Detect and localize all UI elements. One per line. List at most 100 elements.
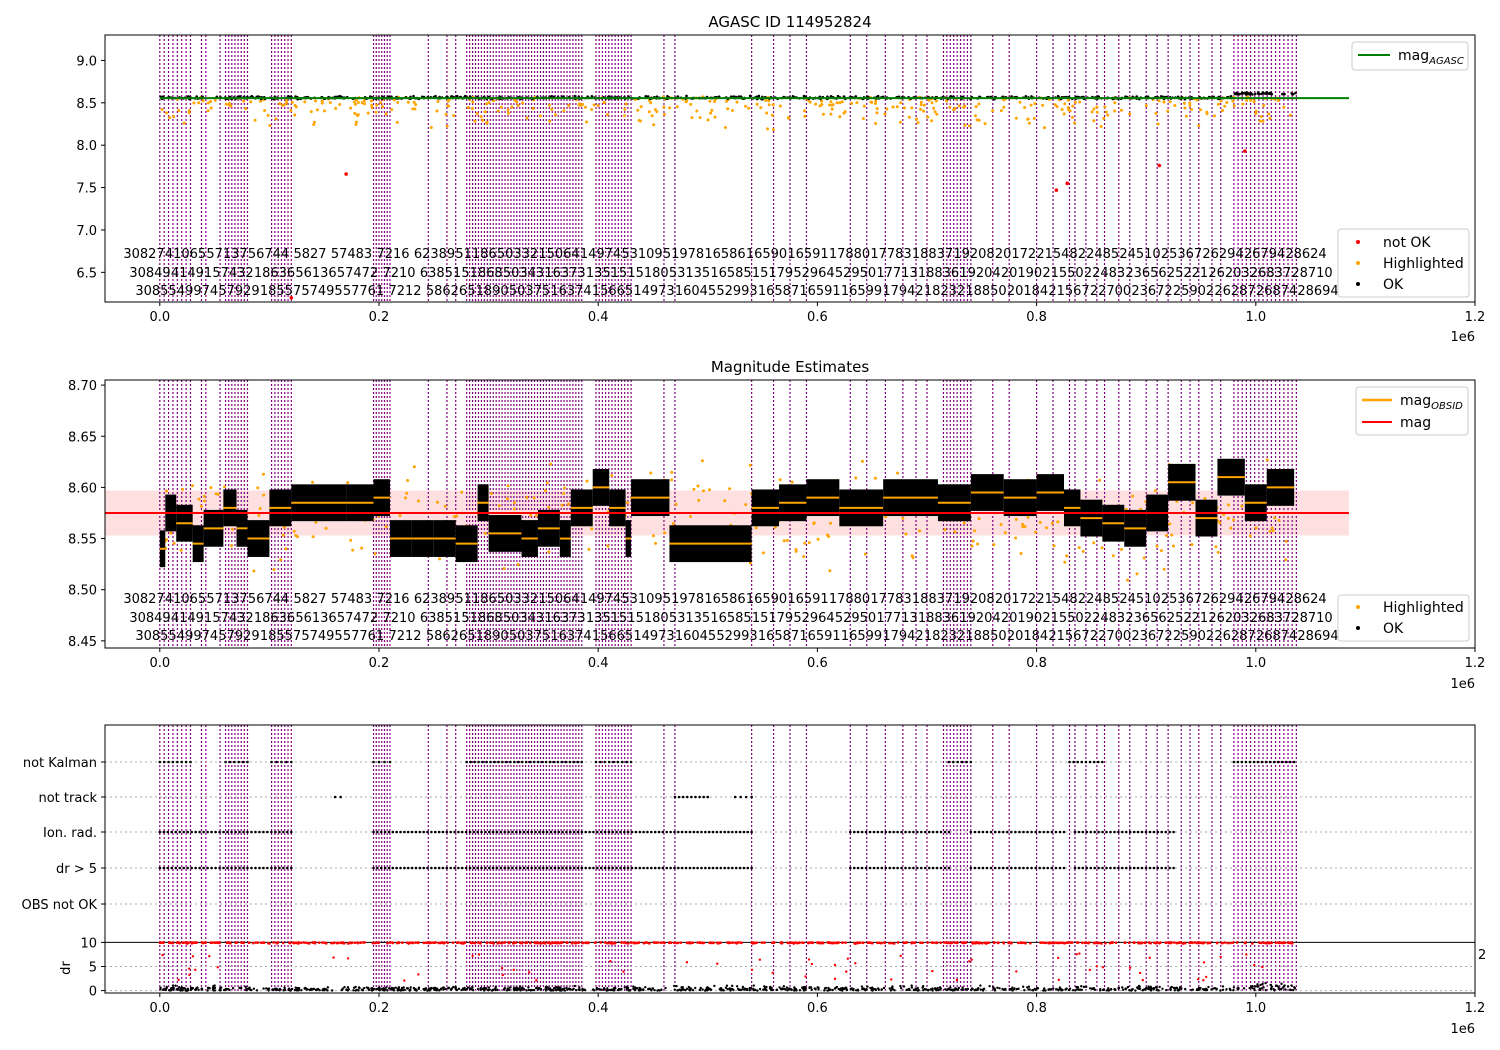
flags-flag-point [484,866,487,870]
agasc-highlighted-point [983,122,987,126]
agasc-highlighted-point [209,106,213,110]
agasc-highlighted-point [765,111,769,115]
dr-ok-point [718,988,721,991]
dr-red-point [829,941,833,945]
magnitude-highlighted-point [398,514,402,518]
dr-red-point [386,941,389,945]
flags-flag-point [524,760,528,764]
dr-ok-point [447,986,451,990]
dr-red-point [1002,941,1005,944]
dr-ok-point [1064,988,1067,991]
magnitude-highlighted-point [1170,533,1174,537]
flags-flag-point [528,760,532,764]
dr-red-point [983,941,987,945]
flags-flag-point [673,866,676,870]
dr-red-point [648,942,651,945]
flags-flag-point [696,830,699,834]
flags-flag-point [395,866,398,870]
dr-red-point [1164,941,1168,945]
flags-flag-point [1264,760,1268,764]
dr-ok-point [782,984,786,988]
dr-ok-point [439,987,443,990]
agasc-highlighted-point [1249,98,1253,102]
dr-ok-point [1288,988,1292,991]
flags-flag-point [596,866,599,870]
agasc-highlighted-point [506,111,510,115]
dr-red-point [439,941,442,945]
magnitude-obsid-label-2-22: 21567 [1048,629,1089,644]
agasc-highlighted-point [1041,103,1045,107]
agasc-highlighted-point [1212,114,1216,118]
flags-flag-point [481,760,484,764]
dr-ok-point [1048,988,1052,991]
flags-flag-point [254,866,257,870]
dr-red-point [698,941,702,944]
agasc-highlighted-point [289,108,293,112]
magnitude-highlighted-point [700,459,704,463]
magnitude-legend-obsid-label: magOBSID [1400,393,1463,412]
flags-flag-point [965,760,968,764]
agasc-highlighted-point [356,100,360,104]
dr-red-point [892,942,896,945]
magnitude-highlighted-point [1045,526,1049,530]
agasc-obsid-label-0-12: 53109 [621,247,662,262]
dr-ok-point [370,989,374,992]
dr-ok-point [1178,987,1181,990]
dr-ok-point [384,988,387,991]
agasc-notok-point [344,172,348,176]
magnitude-obsid-label-0-16: 16591 [787,592,828,607]
dr-red-point [489,941,492,945]
agasc-highlighted-point [831,103,835,107]
dr-red-point [896,941,900,944]
magnitude-highlighted-point [785,539,789,543]
dr-ok-point [1165,988,1168,992]
dr-outlier-point [527,971,531,974]
dr-ok-point [638,986,641,990]
magnitude-highlighted-point [761,551,765,555]
flags-flag-point [166,866,170,870]
flags-flag-point [896,830,899,834]
magnitude-obsid-label-2-27: 26874 [1256,629,1297,644]
agasc-ok-point [1010,95,1013,98]
dr-outlier-point [471,954,474,957]
magnitude-highlighted-point [1226,516,1230,520]
dr-red-point [1178,941,1182,944]
dr-red-point [428,941,431,945]
flags-flag-point [541,830,545,834]
dr-ok-point [617,987,621,991]
agasc-obsid-label-2-16: 16591 [799,284,840,299]
dr-red-point [888,941,891,945]
dr-ok-point [476,987,480,991]
dr-red-point [797,941,801,945]
flags-flag-point [908,866,911,870]
flags-flag-point [1156,830,1160,834]
agasc-obsid-label-1-24: 23656 [1125,266,1166,281]
dr-ok-point [1284,988,1287,991]
dr-ok-point [823,989,826,992]
magnitude-highlighted-point [257,513,261,517]
flags-flag-point [700,866,703,870]
magnitude-x-tick-label-3: 0.6 [807,656,828,671]
flags-flag-point [1140,830,1144,834]
flags-flag-point [599,760,602,764]
flags-flag-point [379,866,383,870]
agasc-highlighted-point [1042,126,1046,130]
dr-y-tick-label-2: 10 [80,936,97,951]
magnitude-highlighted-point [918,529,922,533]
flags-flag-point [485,760,488,764]
agasc-highlighted-point [712,99,716,103]
agasc-highlighted-point [353,111,357,115]
dr-red-point [921,941,924,945]
dr-ok-point [171,984,175,987]
dr-ok-point [1128,988,1131,992]
agasc-obsid-label-0-20: 19208 [953,247,994,262]
agasc-y-tick-label-5: 9.0 [76,54,97,69]
dr-ok-point [409,986,412,989]
dr-ok-point [513,986,516,990]
dr-red-point [332,941,336,945]
dr-ok-point [1121,988,1125,991]
flags-flag-point [290,830,293,834]
magnitude-obsid-label-1-23: 22483 [1084,611,1125,626]
dr-ok-point [442,986,445,989]
